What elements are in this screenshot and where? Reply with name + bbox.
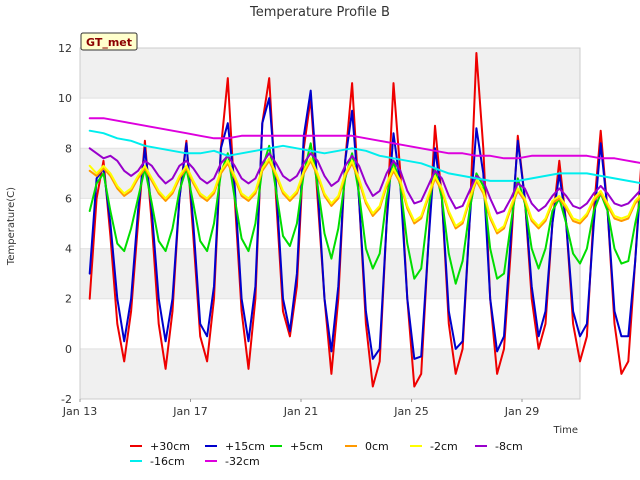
band-3 [80,48,580,99]
x-tick-label-3: Jan 25 [393,405,428,418]
legend-label-minus2cm: -2cm [430,440,458,453]
x-axis-label: Time [553,425,578,436]
x-tick-label-2: Jan 21 [283,405,318,418]
legend: +30cm +15cm +5cm 0cm -2cm -8cm -16cm -32cm [130,440,523,468]
station-badge: GT_met [80,32,138,51]
x-axis-ticks: Jan 13 Jan 17 Jan 21 Jan 25 Jan 29 [62,399,539,418]
series-line-0cm [88,159,640,235]
series-line-minus2cm [88,157,640,232]
y-tick-label-0: 0 [65,343,72,356]
x-tick-label-1: Jan 17 [172,405,207,418]
x-tick-label-4: Jan 29 [504,405,539,418]
y-tick-label-2: 2 [65,293,72,306]
y-tick-label-4: 4 [65,243,72,256]
y-axis-label: Temperature(C) [6,187,17,266]
legend-label-minus16cm: -16cm [150,455,185,468]
legend-label-plus15cm: +15cm [225,440,265,453]
station-badge-box [80,32,138,51]
legend-label-plus30cm: +30cm [150,440,190,453]
legend-label-plus5cm: +5cm [290,440,323,453]
y-axis-ticks: -2 0 2 4 6 8 10 12 [58,42,72,406]
series-line-minus32cm [88,117,640,164]
chart-title: Temperature Profile B [249,5,390,20]
legend-label-minus32cm: -32cm [225,455,260,468]
legend-label-minus8cm: -8cm [495,440,523,453]
y-tick-label-10: 10 [58,92,72,105]
y-tick-label-6: 6 [65,192,72,205]
series-line-minus16cm [88,129,640,185]
y-tick-label-12: 12 [58,42,72,55]
series-layer [88,52,640,388]
y-tick-label--2: -2 [61,393,72,406]
station-badge-label: GT_met [86,36,132,49]
band-2 [80,148,580,199]
legend-label-0cm: 0cm [365,440,389,453]
y-tick-label-8: 8 [65,142,72,155]
series-line-minus8cm [88,147,640,215]
x-tick-label-0: Jan 13 [62,405,97,418]
